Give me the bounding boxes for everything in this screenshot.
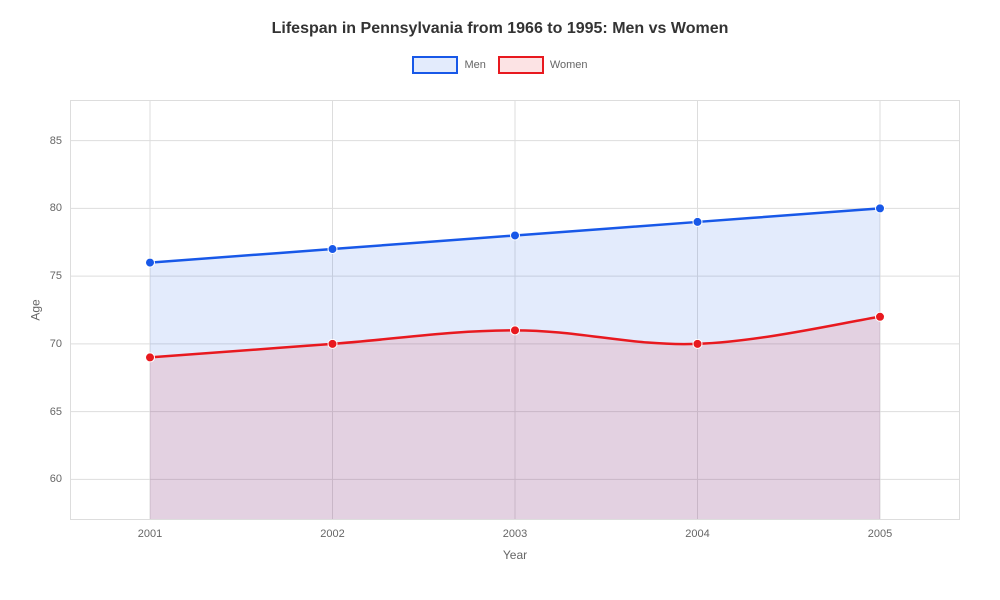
x-tick-label: 2001	[130, 528, 170, 540]
x-tick-label: 2004	[678, 528, 718, 540]
y-axis-label: Age	[29, 299, 43, 320]
legend-swatch-men	[412, 56, 458, 74]
legend-swatch-women	[498, 56, 544, 74]
chart-container: Lifespan in Pennsylvania from 1966 to 19…	[0, 0, 1000, 600]
legend-item-men[interactable]: Men	[412, 56, 485, 74]
chart-title: Lifespan in Pennsylvania from 1966 to 19…	[0, 0, 1000, 38]
y-tick-label: 80	[32, 202, 62, 214]
x-axis-label: Year	[503, 548, 527, 562]
legend-label-women: Women	[550, 59, 588, 71]
legend: Men Women	[0, 56, 1000, 74]
x-tick-label: 2005	[860, 528, 900, 540]
x-tick-label: 2003	[495, 528, 535, 540]
legend-label-men: Men	[464, 59, 485, 71]
plot-area: Age Year 6065707580852001200220032004200…	[70, 100, 960, 520]
x-tick-label: 2002	[313, 528, 353, 540]
chart-svg	[70, 100, 960, 520]
y-tick-label: 75	[32, 270, 62, 282]
y-tick-label: 85	[32, 135, 62, 147]
y-tick-label: 65	[32, 406, 62, 418]
y-tick-label: 70	[32, 338, 62, 350]
legend-item-women[interactable]: Women	[498, 56, 588, 74]
y-tick-label: 60	[32, 473, 62, 485]
